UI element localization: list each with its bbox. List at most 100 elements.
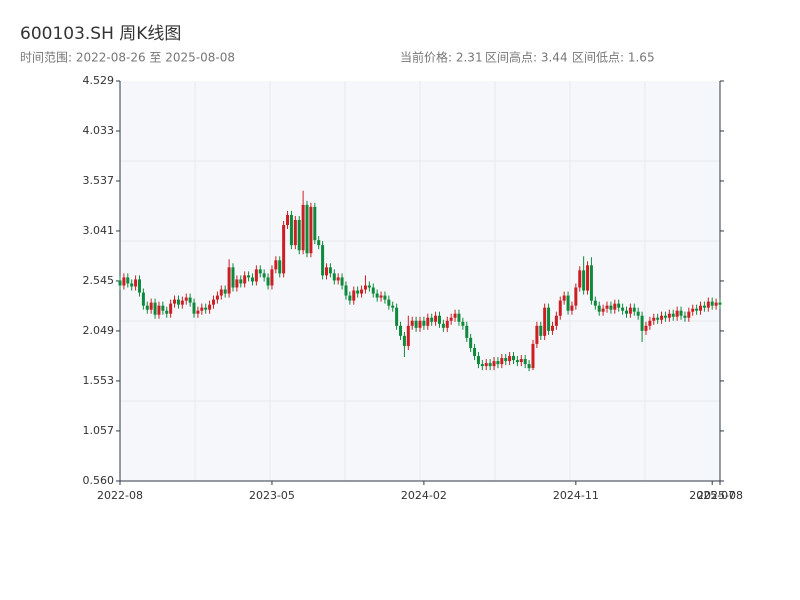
candle-body: [624, 310, 628, 314]
y-tick-label: 2.049: [83, 324, 115, 337]
candle-body: [718, 302, 722, 305]
candle-body: [165, 310, 169, 314]
y-tick-label: 1.553: [83, 374, 115, 387]
x-tick-label: 2024-02: [401, 489, 447, 502]
candle-body: [527, 364, 531, 369]
candle-body: [340, 277, 344, 286]
candle-body: [270, 269, 274, 286]
candle-body: [200, 307, 204, 311]
candle-body: [566, 295, 570, 311]
candle-body: [441, 323, 445, 328]
candle-body: [235, 279, 239, 288]
candle-body: [418, 320, 422, 328]
candle-body: [406, 325, 410, 346]
y-tick-label: 1.057: [83, 424, 115, 437]
x-tick-label: 2025-07: [689, 489, 735, 502]
candle-body: [609, 305, 613, 310]
candle-body: [286, 214, 290, 226]
candle-body: [469, 337, 473, 348]
y-tick-label: 3.041: [83, 224, 115, 237]
candle-body: [539, 325, 543, 336]
candle-body: [356, 290, 360, 294]
candle-body: [231, 267, 235, 288]
candle-body: [352, 290, 356, 301]
x-tick-label: 2024-11: [553, 489, 599, 502]
y-tick-label: 2.545: [83, 274, 115, 287]
candle-body: [476, 356, 480, 365]
candle-body: [149, 302, 153, 310]
candle-body: [617, 303, 621, 308]
candle-body: [628, 307, 632, 314]
candle-body: [589, 265, 593, 301]
candle-body: [258, 269, 262, 274]
candle-body: [547, 307, 551, 331]
candle-body: [582, 270, 586, 291]
candle-body: [293, 219, 297, 246]
candle-body: [437, 315, 441, 324]
candle-body: [336, 277, 340, 281]
candle-body: [550, 325, 554, 331]
candle-body: [683, 315, 687, 318]
candle-body: [426, 317, 430, 326]
candle-body: [488, 363, 492, 367]
candle-body: [223, 289, 227, 294]
y-tick-label: 0.560: [83, 474, 115, 487]
candle-body: [648, 320, 652, 326]
candle-body: [387, 299, 391, 306]
candle-body: [145, 305, 149, 310]
candle-body: [671, 313, 675, 317]
candle-body: [360, 289, 364, 294]
candle-body: [243, 275, 247, 284]
candle-body: [395, 307, 399, 326]
candle-body: [644, 325, 648, 331]
candle-body: [367, 285, 371, 288]
candle-body: [126, 277, 130, 284]
candle-body: [656, 317, 660, 320]
candle-body: [328, 267, 332, 274]
stat-current: 当前价格: 2.31: [400, 50, 483, 65]
candle-body: [161, 305, 165, 311]
candle-body: [348, 295, 352, 301]
candle-body: [254, 269, 258, 282]
candle-body: [274, 260, 278, 270]
candle-body: [691, 308, 695, 312]
candle-body: [141, 292, 145, 306]
candle-body: [660, 315, 664, 320]
candle-body: [391, 305, 395, 308]
candle-body: [118, 280, 122, 286]
candle-body: [410, 320, 414, 326]
candle-body: [640, 315, 644, 331]
candle-body: [714, 302, 718, 306]
candle-body: [687, 311, 691, 318]
stat-high: 区间高点: 3.44: [485, 50, 568, 65]
chart-subtitle: 时间范围: 2022-08-26 至 2025-08-08: [20, 51, 235, 65]
candle-body: [597, 305, 601, 312]
candle-body: [445, 320, 449, 328]
candle-body: [484, 363, 488, 367]
candle-body: [379, 295, 383, 298]
candle-body: [196, 310, 200, 314]
candle-body: [313, 206, 317, 241]
candle-body: [317, 240, 321, 246]
candle-body: [554, 315, 558, 326]
candle-body: [496, 361, 500, 365]
y-tick-label: 3.537: [83, 174, 115, 187]
candle-body: [535, 325, 539, 344]
candle-body: [473, 347, 477, 357]
candle-body: [204, 307, 208, 310]
candle-body: [192, 302, 196, 314]
candle-body: [266, 277, 270, 286]
candle-body: [208, 304, 212, 310]
candle-body: [675, 310, 679, 317]
candle-body: [492, 361, 496, 367]
candle-body: [282, 225, 286, 274]
candle-body: [699, 305, 703, 311]
candle-body: [402, 335, 406, 346]
candle-body: [434, 315, 438, 322]
candle-body: [363, 285, 367, 290]
candle-body: [710, 301, 714, 306]
candle-body: [188, 297, 192, 303]
candle-body: [601, 308, 605, 312]
candle-body: [278, 260, 282, 274]
candle-body: [247, 275, 251, 278]
